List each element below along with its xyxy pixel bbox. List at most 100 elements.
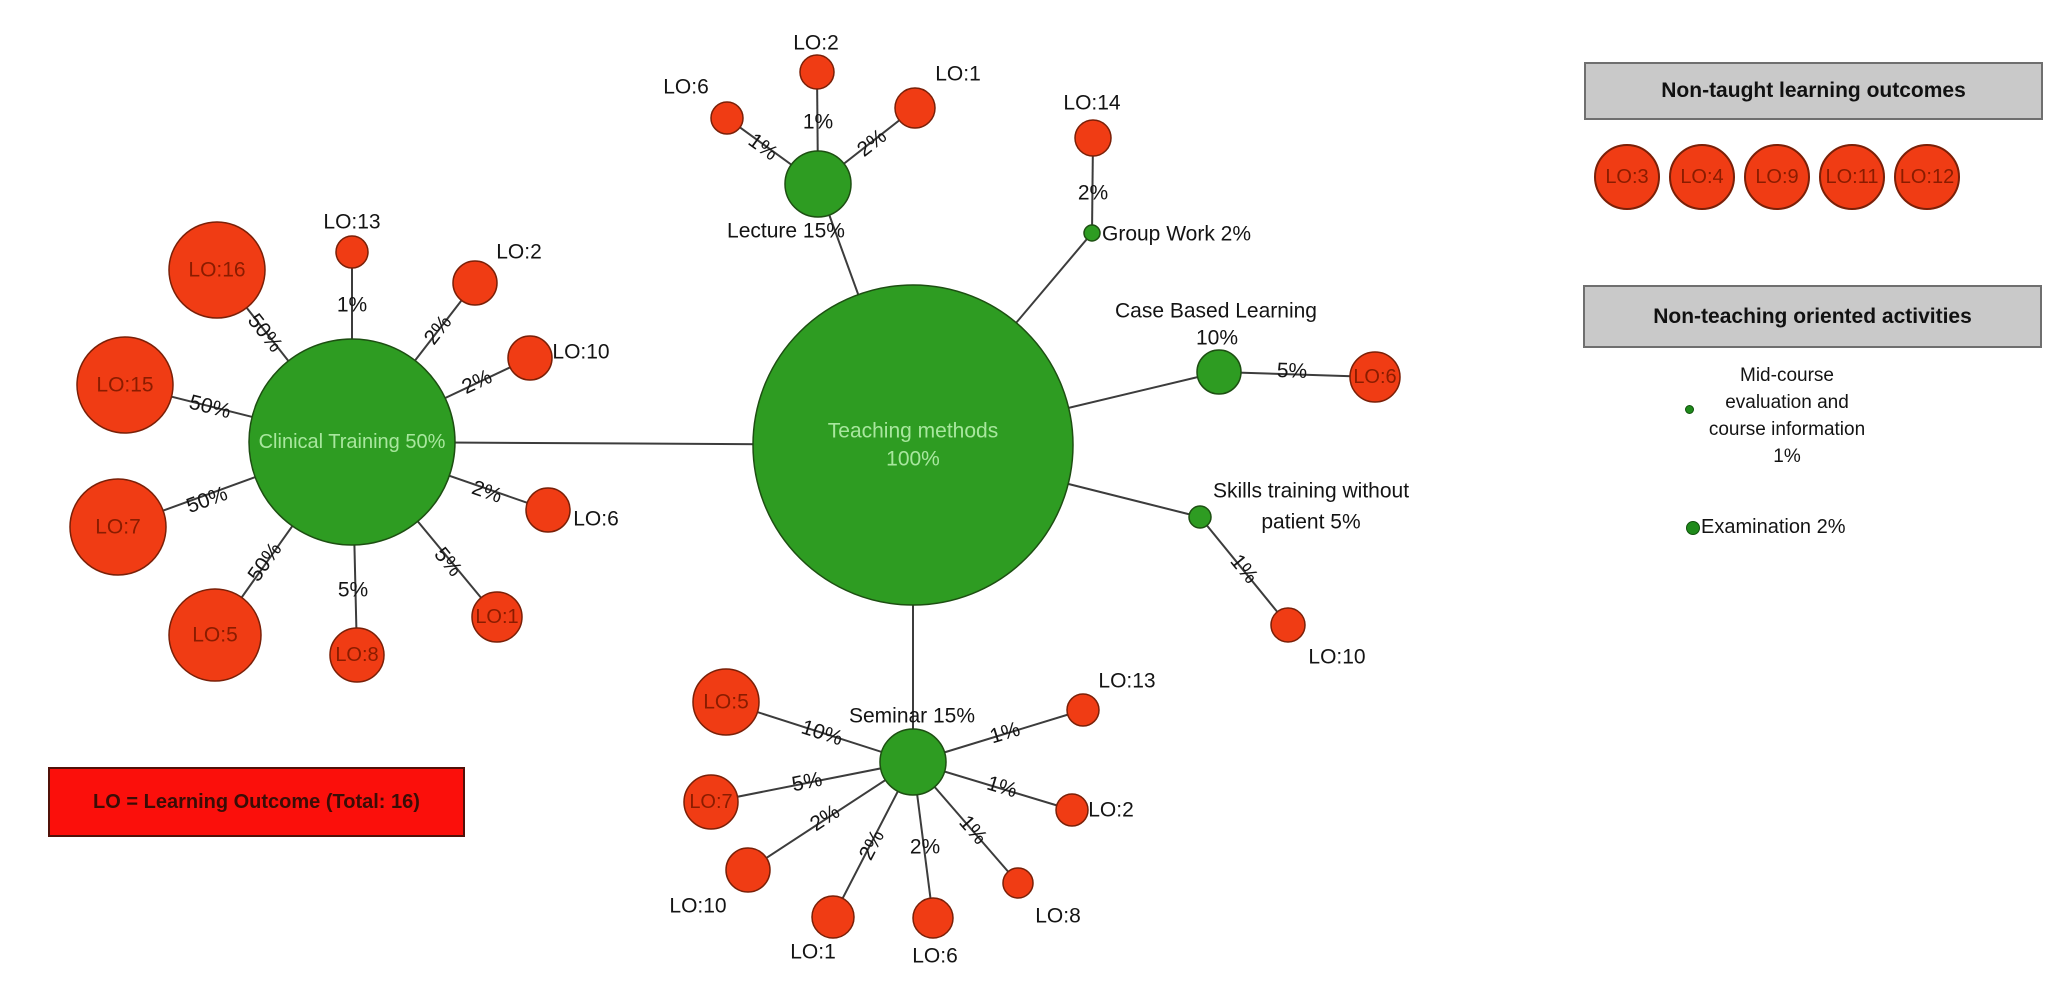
outcome-node-c13 (335, 235, 369, 269)
edge-label-clinical-c13: 1% (337, 294, 367, 317)
outcome-node-g14 (1074, 119, 1112, 157)
examination-dot (1686, 520, 1700, 535)
outcome-node-c6 (525, 487, 571, 533)
edge-label-seminar-se1: 2% (855, 826, 889, 864)
node-label-clinical-0: Clinical Training 50% (259, 431, 446, 453)
non-taught-header: Non-taught learning outcomes (1584, 62, 2043, 120)
outcome-node-s10 (1270, 607, 1306, 643)
outcome-node-l1 (894, 87, 936, 129)
node-label-teaching-1: 100% (886, 447, 940, 470)
seminar-lo6-label: LO:6 (912, 945, 958, 968)
edge-casebased-cb6 (1218, 371, 1376, 378)
edge-label-casebased-cb6: 5% (1276, 359, 1307, 383)
mid-course-entry: Mid-course evaluation and course informa… (1687, 362, 1887, 470)
lecture-lo2-label: LO:2 (793, 32, 839, 55)
edge-label-seminar-se7: 5% (790, 768, 824, 796)
legend-outcome-lo9: LO:9 (1744, 144, 1810, 210)
clinical-lo6-label: LO:6 (573, 508, 619, 531)
outcome-node-c2 (452, 260, 498, 306)
outcome-node-c10 (507, 335, 553, 381)
node-label-c1-0: LO:1 (475, 606, 518, 628)
outcome-node-l2 (799, 54, 835, 90)
examination-label: Examination 2% (1701, 516, 1846, 538)
edge-label-seminar-se5: 10% (798, 716, 845, 751)
lecture-lo6-label: LO:6 (663, 76, 709, 99)
legend-outcome-lo12: LO:12 (1894, 144, 1960, 210)
clinical-lo10-label: LO:10 (552, 341, 609, 364)
node-label-c7-0: LO:7 (95, 516, 141, 539)
seminar-lo1-label: LO:1 (790, 941, 836, 964)
legend-outcome-lo4: LO:4 (1669, 144, 1735, 210)
edge-label-clinical-c2: 2% (420, 311, 457, 349)
outcome-node-l6 (710, 101, 744, 135)
edge-label-clinical-c6: 2% (469, 476, 505, 508)
edge-label-clinical-c7: 50% (183, 482, 230, 518)
legend-outcome-lo3: LO:3 (1594, 144, 1660, 210)
seminar-lo2-label: LO:2 (1088, 799, 1134, 822)
nodes-layer (69, 54, 1401, 939)
outcome-node-se1 (811, 895, 855, 939)
outcome-node-se8 (1002, 867, 1034, 899)
labels-layer: 50%1%2%50%2%2%50%50%5%5%1%1%2%2%5%1%10%5… (95, 32, 1409, 968)
node-label-cb6-0: LO:6 (1353, 366, 1396, 388)
seminar-lo8-label: LO:8 (1035, 905, 1081, 928)
skills-title-line1: Skills training without (1213, 480, 1409, 503)
mid-course-line-2: evaluation and (1725, 392, 1849, 413)
hub-node-clinical (248, 338, 456, 546)
mid-course-line-4: 1% (1773, 446, 1801, 467)
edge-label-seminar-se13: 1% (987, 718, 1023, 749)
non-teaching-header: Non-teaching oriented activities (1583, 285, 2042, 348)
outcome-node-se6 (912, 897, 954, 939)
outcome-node-c8 (329, 627, 385, 683)
lecture-lo1-label: LO:1 (935, 63, 981, 86)
legend-outcome-lo11: LO:11 (1819, 144, 1885, 210)
edge-label-clinical-c15: 50% (187, 391, 233, 424)
casebased-title-line1: Case Based Learning (1115, 300, 1317, 323)
outcome-node-se2 (1055, 793, 1089, 827)
groupwork-title: Group Work 2% (1102, 223, 1251, 246)
groupwork-lo14-label: LO:14 (1063, 92, 1121, 115)
edge-label-groupwork-g14: 2% (1078, 182, 1108, 205)
outcome-node-se5 (692, 668, 760, 736)
edge-label-clinical-c5: 50% (243, 538, 286, 586)
node-label-c8-0: LO:8 (335, 644, 378, 666)
edge-label-lecture-l2: 1% (803, 111, 833, 134)
hub-node-groupwork (1083, 224, 1101, 242)
edge-label-seminar-se2: 1% (984, 772, 1020, 803)
clinical-lo13-label: LO:13 (323, 211, 380, 234)
mid-course-line-3: course information (1708, 419, 1866, 440)
node-label-se5-0: LO:5 (703, 691, 749, 714)
hub-node-casebased (1196, 349, 1242, 395)
node-label-se7-0: LO:7 (689, 791, 732, 813)
non-taught-title: Non-taught learning outcomes (1661, 79, 1966, 102)
mid-course-line-1: Mid-course (1740, 365, 1834, 386)
node-label-c16-0: LO:16 (188, 259, 245, 282)
outcome-node-se7 (683, 774, 739, 830)
skills-title-line2: patient 5% (1261, 511, 1360, 534)
seminar-title: Seminar 15% (849, 705, 975, 728)
edge-label-clinical-c10: 2% (458, 365, 495, 399)
outcome-node-c1 (471, 591, 523, 643)
legend-note-box: LO = Learning Outcome (Total: 16) (48, 767, 465, 837)
node-label-teaching-0: Teaching methods (828, 420, 998, 443)
note-text: LO = Learning Outcome (Total: 16) (93, 790, 420, 813)
outcome-node-se13 (1066, 693, 1100, 727)
hub-node-skills (1188, 505, 1212, 529)
seminar-lo10-label: LO:10 (669, 895, 726, 918)
hub-node-seminar (879, 728, 947, 796)
examination-entry: Examination 2% (1686, 516, 1846, 539)
mid-course-dot (1685, 405, 1694, 414)
non-teaching-title: Non-teaching oriented activities (1653, 304, 1972, 328)
hub-node-lecture (784, 150, 852, 218)
outcome-node-c7 (69, 478, 167, 576)
edge-label-seminar-se10: 2% (806, 800, 844, 836)
skills-lo10-label: LO:10 (1308, 646, 1365, 669)
outcome-node-se10 (725, 847, 771, 893)
clinical-lo2-label: LO:2 (496, 241, 542, 264)
outcome-node-c15 (76, 336, 174, 434)
edge-label-clinical-c1: 5% (429, 543, 466, 581)
edge-skills-s10 (1199, 516, 1289, 626)
lecture-title: Lecture 15% (727, 220, 845, 243)
